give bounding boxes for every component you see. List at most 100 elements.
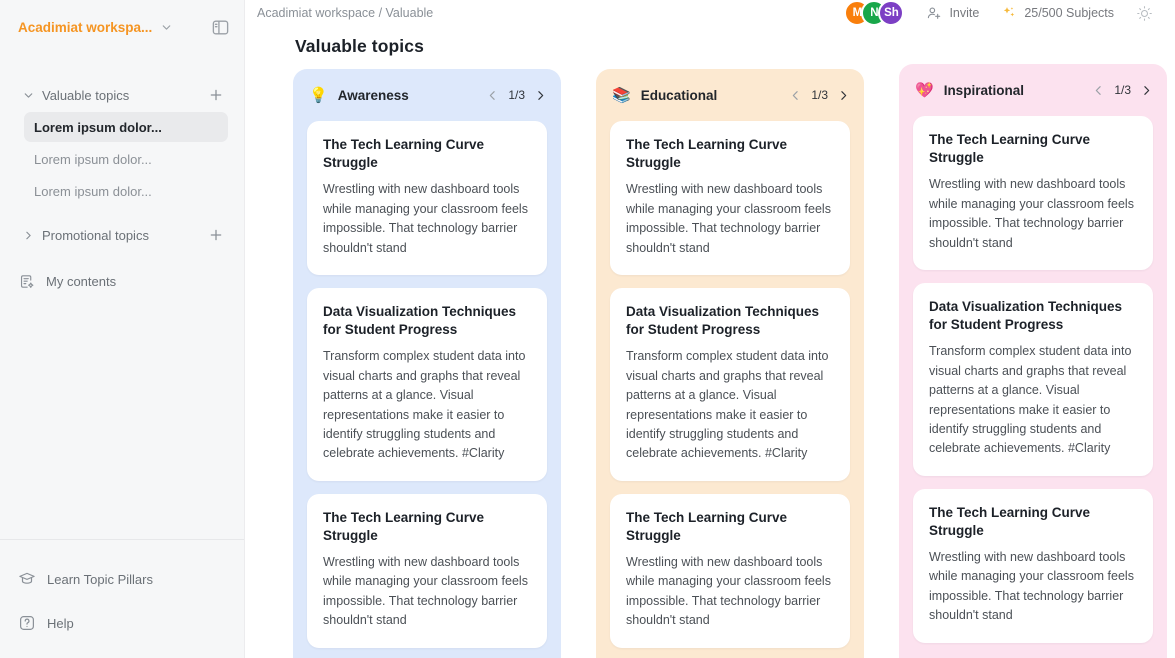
sidebar-group-promotional-topics[interactable]: Promotional topics [12, 220, 232, 250]
card-title: The Tech Learning Curve Struggle [323, 509, 485, 543]
board-column-awareness: 💡 Awareness 1/3 The Tech Learnin [293, 69, 561, 658]
sidebar-group-label: Valuable topics [42, 87, 130, 103]
topic-card[interactable]: The Tech Learning Curve Struggle Wrestli… [913, 488, 1153, 643]
card-body: Wrestling with new dashboard tools while… [929, 177, 1134, 250]
add-user-icon [926, 5, 942, 21]
sidebar-item-learn-topic-pillars[interactable]: Learn Topic Pillars [12, 562, 232, 596]
chevron-down-icon[interactable] [160, 21, 173, 34]
theme-toggle-icon[interactable] [1136, 5, 1153, 22]
sidebar-item-help[interactable]: Help [12, 606, 232, 640]
next-page-icon[interactable] [837, 89, 850, 102]
sparkling-heart-icon: 💖 [915, 81, 934, 99]
column-footer-pager: 1/3 [596, 648, 864, 658]
prev-page-icon[interactable] [486, 89, 499, 102]
column-title: Inspirational [943, 82, 1024, 98]
sidebar-group-label: Promotional topics [42, 227, 149, 243]
column-pager: 1/3 [1092, 83, 1153, 97]
column-header: 💡 Awareness 1/3 [293, 69, 561, 121]
card-title: The Tech Learning Curve Struggle [626, 509, 788, 543]
column-header: 📚 Educational 1/3 [596, 69, 864, 121]
lightbulb-icon: 💡 [309, 86, 328, 104]
column-cards: The Tech Learning Curve Struggle Wrestli… [899, 116, 1167, 643]
invite-label: Invite [949, 6, 980, 20]
card-title: The Tech Learning Curve Struggle [929, 132, 1091, 166]
chevron-down-icon[interactable] [18, 89, 38, 102]
sidebar-item-topic-2[interactable]: Lorem ipsum dolor... [24, 144, 228, 174]
column-cards: The Tech Learning Curve Struggle Wrestli… [293, 121, 561, 648]
graduation-cap-icon [18, 570, 36, 588]
column-title: Awareness [337, 87, 409, 103]
page-indicator: 1/3 [508, 88, 525, 102]
sidebar-item-label: Lorem ipsum dolor... [34, 183, 152, 199]
sidebar-footer: Learn Topic Pillars Help [0, 539, 244, 658]
card-body: Transform complex student data into visu… [929, 344, 1132, 456]
books-icon: 📚 [612, 86, 631, 104]
toggle-sidebar-icon[interactable] [211, 18, 230, 37]
sidebar-item-my-contents[interactable]: My contents [12, 264, 232, 298]
sidebar-item-label: Lorem ipsum dolor... [34, 151, 152, 167]
card-title: The Tech Learning Curve Struggle [323, 137, 485, 171]
card-title: The Tech Learning Curve Struggle [626, 137, 788, 171]
card-body: Transform complex student data into visu… [323, 349, 526, 461]
column-header: 💖 Inspirational 1/3 [899, 64, 1167, 116]
topic-card[interactable]: The Tech Learning Curve Struggle Wrestli… [307, 121, 547, 275]
card-title: Data Visualization Techniques for Studen… [626, 303, 820, 338]
workspace-switcher[interactable]: Acadimiat workspa... [0, 0, 244, 54]
topic-card[interactable]: Data Visualization Techniques for Studen… [307, 287, 547, 481]
sidebar-item-topic-1[interactable]: Lorem ipsum dolor... [24, 112, 228, 142]
sidebar-item-label: Learn Topic Pillars [47, 571, 153, 587]
sidebar-item-label: Lorem ipsum dolor... [34, 119, 162, 135]
next-page-icon[interactable] [534, 89, 547, 102]
chevron-right-icon[interactable] [18, 229, 38, 242]
card-title: The Tech Learning Curve Struggle [929, 504, 1091, 538]
sidebar-item-label: Help [47, 615, 74, 631]
topbar: Acadimiat workspace / Valuable M N Sh In… [245, 0, 1175, 26]
help-icon [18, 614, 36, 632]
card-title: Data Visualization Techniques for Studen… [929, 298, 1123, 333]
topic-card[interactable]: Data Visualization Techniques for Studen… [610, 287, 850, 481]
prev-page-icon[interactable] [789, 89, 802, 102]
document-sparkle-icon [18, 273, 35, 290]
main-content: Acadimiat workspace / Valuable M N Sh In… [245, 0, 1175, 658]
card-body: Wrestling with new dashboard tools while… [626, 555, 831, 628]
page-indicator: 1/3 [811, 88, 828, 102]
sidebar-group-valuable-topics[interactable]: Valuable topics [12, 80, 232, 110]
sparkles-icon [1001, 5, 1017, 21]
topic-card[interactable]: The Tech Learning Curve Struggle Wrestli… [610, 121, 850, 275]
column-footer-pager: 1/3 [293, 648, 561, 658]
topic-card[interactable]: The Tech Learning Curve Struggle Wrestli… [610, 493, 850, 648]
subjects-counter[interactable]: 25/500 Subjects [1001, 5, 1114, 21]
topbar-actions: M N Sh Invite [844, 0, 1153, 26]
card-title: Data Visualization Techniques for Studen… [323, 303, 517, 338]
sidebar-item-label: My contents [46, 273, 117, 289]
avatar-group[interactable]: M N Sh [844, 0, 905, 26]
card-body: Wrestling with new dashboard tools while… [323, 182, 528, 255]
column-pager: 1/3 [486, 88, 547, 102]
invite-button[interactable]: Invite [926, 5, 979, 21]
column-cards: The Tech Learning Curve Struggle Wrestli… [596, 121, 864, 648]
workspace-name: Acadimiat workspa... [18, 19, 153, 35]
column-footer-pager: 1/3 [899, 643, 1167, 658]
breadcrumb: Acadimiat workspace / Valuable [257, 6, 434, 20]
next-page-icon[interactable] [1140, 84, 1153, 97]
board-column-inspirational: 💖 Inspirational 1/3 The Tech Lea [899, 64, 1167, 658]
sidebar: Acadimiat workspa... Valuable topics [0, 0, 245, 658]
add-topic-icon[interactable] [208, 87, 226, 103]
card-body: Wrestling with new dashboard tools while… [929, 550, 1134, 623]
topic-card[interactable]: The Tech Learning Curve Struggle Wrestli… [307, 493, 547, 648]
sidebar-item-topic-3[interactable]: Lorem ipsum dolor... [24, 176, 228, 206]
topic-card[interactable]: Data Visualization Techniques for Studen… [913, 282, 1153, 476]
subjects-label: 25/500 Subjects [1024, 6, 1114, 20]
board-column-educational: 📚 Educational 1/3 The Tech Learn [596, 69, 864, 658]
sidebar-nav: Valuable topics Lorem ipsum dolor... Lor… [0, 54, 244, 539]
prev-page-icon[interactable] [1092, 84, 1105, 97]
page-title: Valuable topics [295, 36, 424, 56]
avatar[interactable]: Sh [878, 0, 905, 26]
column-pager: 1/3 [789, 88, 850, 102]
card-body: Wrestling with new dashboard tools while… [626, 182, 831, 255]
card-body: Transform complex student data into visu… [626, 349, 829, 461]
topic-card[interactable]: The Tech Learning Curve Struggle Wrestli… [913, 116, 1153, 270]
add-topic-icon[interactable] [208, 227, 226, 243]
topics-board: 💡 Awareness 1/3 The Tech Learnin [245, 64, 1175, 658]
